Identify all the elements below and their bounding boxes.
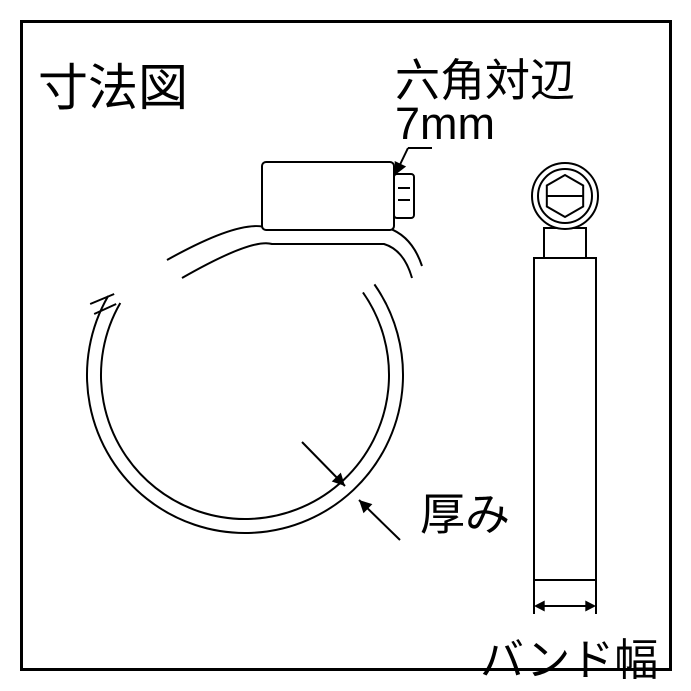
thickness-label: 厚み [420,478,510,543]
title-label: 寸法図 [38,48,188,120]
hex-value-label: 7mm [395,98,495,150]
band-width-label: バンド幅 [480,624,658,688]
